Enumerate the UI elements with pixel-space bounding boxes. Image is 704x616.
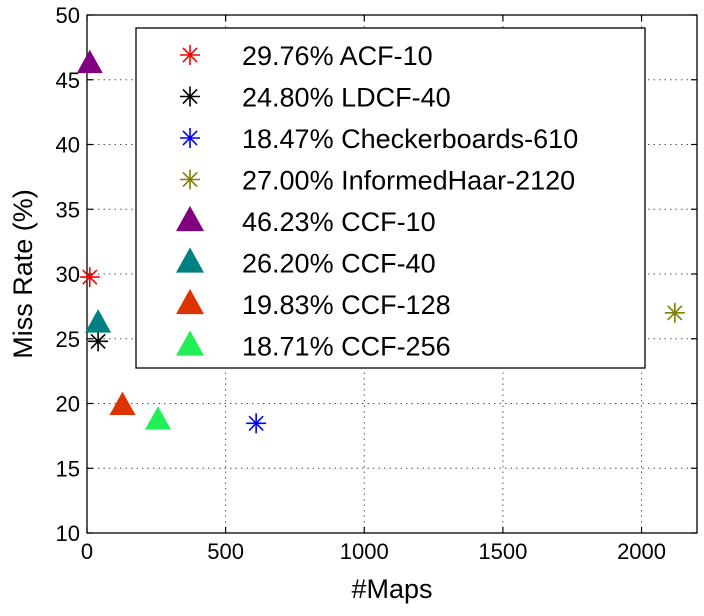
data-point-star (246, 413, 267, 434)
data-point-triangle (85, 309, 112, 333)
y-tick-label: 20 (56, 392, 80, 417)
x-axis-label: #Maps (351, 574, 432, 604)
data-point-star (88, 331, 109, 352)
y-axis-label: Miss Rate (%) (8, 189, 38, 359)
legend-entry-label: 18.71% CCF-256 (242, 332, 451, 362)
legend: 29.76% ACF-10 24.80% LDCF-40 18.47% Checke… (135, 27, 646, 369)
legend-box (135, 27, 646, 369)
tick-labels: 0 500 1000 1500 2000 10 15 20 25 30 35 40 45 50 (56, 3, 667, 564)
legend-entry-label: 24.80% LDCF-40 (242, 83, 451, 113)
data-point-star (664, 302, 685, 323)
y-tick-label: 40 (56, 133, 80, 158)
data-point-triangle (109, 391, 136, 416)
legend-marker-triangle (176, 205, 204, 232)
legend-marker-star (180, 86, 200, 107)
legend-entry-label: 19.83% CCF-128 (242, 290, 451, 320)
y-tick-label: 50 (56, 3, 80, 28)
data-point-triangle (144, 406, 171, 430)
x-tick-label: 1000 (340, 539, 389, 564)
legend-marker-star (180, 45, 200, 65)
legend-entry-label: 29.76% ACF-10 (242, 41, 433, 71)
y-tick-label: 15 (56, 456, 80, 481)
legend-entry-label: 26.20% CCF-40 (242, 249, 436, 279)
y-tick-label: 30 (56, 262, 80, 287)
legend-marker-triangle (176, 330, 204, 356)
legend-marker-star (180, 128, 200, 148)
data-point-star (79, 267, 100, 288)
y-tick-label: 35 (56, 197, 80, 222)
legend-marker-triangle (176, 247, 204, 273)
y-tick-label: 10 (56, 521, 80, 546)
y-tick-label: 45 (56, 68, 80, 93)
data-points (76, 49, 685, 434)
x-tick-label: 0 (81, 539, 93, 564)
data-point-triangle (76, 49, 103, 74)
legend-marker-triangle (176, 288, 204, 315)
legend-entry-label: 27.00% InformedHaar-2120 (242, 166, 575, 196)
x-tick-label: 1500 (478, 539, 527, 564)
legend-entry-label: 46.23% CCF-10 (242, 207, 436, 237)
legend-entry-label: 18.47% Checkerboards-610 (242, 124, 578, 154)
x-tick-label: 2000 (617, 539, 666, 564)
y-tick-label: 25 (56, 327, 80, 352)
legend-marker-star (180, 169, 200, 190)
x-tick-label: 500 (207, 539, 244, 564)
